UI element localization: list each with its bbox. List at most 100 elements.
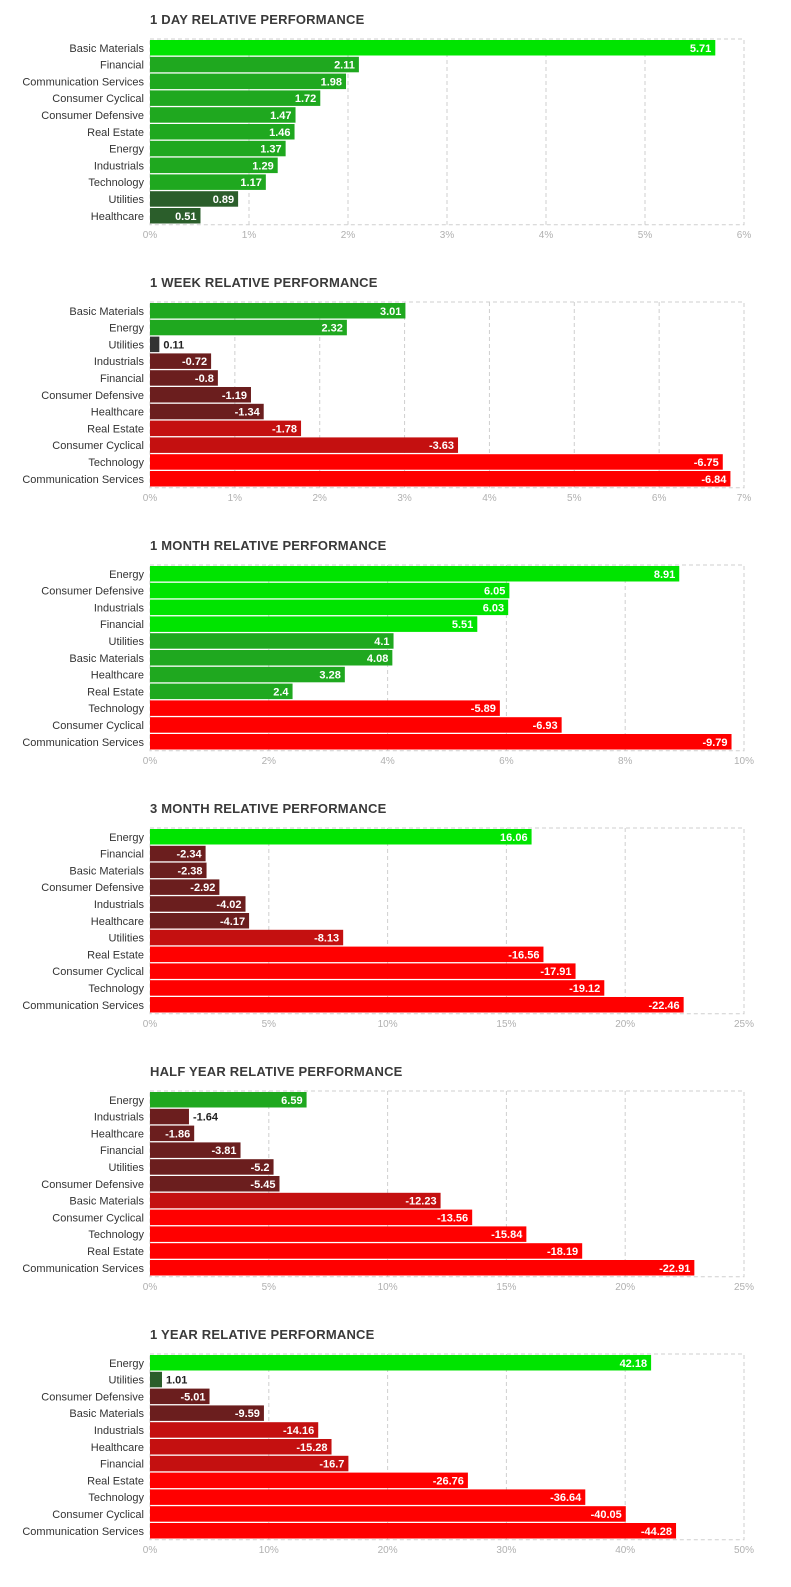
- category-label-energy: Energy: [109, 144, 144, 156]
- category-label-communication-services: Communication Services: [22, 76, 144, 88]
- bar-financial: [150, 370, 218, 386]
- bar-consumer-cyclical: [150, 1506, 626, 1522]
- chart-panel-half-year: HALF YEAR RELATIVE PERFORMANCE 0% 5% 10% 15…: [0, 1052, 791, 1302]
- bar-industrials: [150, 353, 212, 369]
- value-label-real-estate: -16.56: [508, 949, 539, 961]
- category-label-consumer-cyclical: Consumer Cyclical: [52, 966, 144, 978]
- value-label-financial: 5.51: [452, 619, 473, 631]
- bar-consumer-defensive: [150, 387, 251, 403]
- category-label-consumer-defensive: Consumer Defensive: [41, 1179, 144, 1191]
- category-label-financial: Financial: [100, 1459, 144, 1471]
- value-label-consumer-defensive: 6.05: [484, 586, 505, 598]
- bar-communication-services: [150, 1260, 695, 1276]
- value-label-consumer-defensive: -1.19: [222, 390, 247, 402]
- bar-real-estate: [150, 946, 544, 963]
- value-label-consumer-defensive: 1.47: [270, 110, 291, 122]
- category-label-industrials: Industrials: [94, 1112, 145, 1124]
- category-label-technology: Technology: [88, 1229, 144, 1241]
- bar-technology: [150, 1226, 527, 1242]
- chart-panel-1-year: 1 YEAR RELATIVE PERFORMANCE 0% 10% 20% 30% 4…: [0, 1315, 791, 1565]
- value-label-utilities: 4.1: [374, 636, 389, 648]
- x-tick-label: 20%: [615, 1282, 635, 1293]
- category-label-utilities: Utilities: [109, 933, 145, 945]
- x-tick-label: 10%: [734, 756, 754, 767]
- category-label-financial: Financial: [100, 619, 144, 631]
- bar-industrials: [150, 157, 278, 174]
- bar-technology: [150, 980, 605, 996]
- category-label-utilities: Utilities: [109, 194, 145, 206]
- chart-title: 3 MONTH RELATIVE PERFORMANCE: [150, 801, 387, 816]
- category-label-consumer-cyclical: Consumer Cyclical: [52, 1212, 144, 1224]
- value-label-consumer-cyclical: 1.72: [295, 93, 316, 105]
- value-label-healthcare: 3.28: [319, 670, 340, 682]
- category-label-financial: Financial: [100, 849, 144, 861]
- category-label-consumer-defensive: Consumer Defensive: [41, 586, 144, 598]
- value-label-technology: -6.75: [694, 457, 719, 469]
- bar-real-estate: [150, 683, 293, 700]
- x-tick-label: 3%: [397, 493, 412, 504]
- value-label-consumer-defensive: -5.45: [250, 1179, 275, 1191]
- bar-financial: [150, 1455, 349, 1472]
- x-tick-label: 2%: [262, 756, 277, 767]
- x-tick-label: 30%: [496, 1545, 516, 1556]
- bar-utilities: [150, 929, 344, 946]
- value-label-utilities: 0.89: [213, 194, 234, 206]
- bar-real-estate: [150, 124, 295, 140]
- category-label-technology: Technology: [88, 703, 144, 715]
- category-label-consumer-cyclical: Consumer Cyclical: [52, 93, 144, 105]
- category-label-basic-materials: Basic Materials: [69, 1196, 144, 1208]
- category-label-consumer-cyclical: Consumer Cyclical: [52, 720, 144, 732]
- bar-energy: [150, 1355, 652, 1371]
- value-label-basic-materials: 4.08: [367, 653, 388, 665]
- bar-utilities: [150, 633, 394, 649]
- x-tick-label: 10%: [378, 1282, 398, 1293]
- x-tick-label: 0%: [143, 230, 158, 241]
- x-tick-label: 10%: [259, 1545, 279, 1556]
- x-tick-label: 0%: [143, 1545, 158, 1556]
- x-tick-label: 0%: [143, 493, 158, 504]
- value-label-industrials: 1.29: [252, 160, 273, 172]
- chart-1-day: 0% 1% 2% 3% 4% 5% 6% Basic Materials 5.71 Financi…: [22, 38, 751, 241]
- category-label-communication-services: Communication Services: [22, 1263, 144, 1275]
- bar-industrials: [150, 599, 509, 616]
- value-label-consumer-defensive: -2.92: [190, 882, 215, 894]
- category-label-basic-materials: Basic Materials: [69, 43, 144, 55]
- value-label-healthcare: -1.34: [235, 407, 261, 419]
- value-label-basic-materials: -9.59: [235, 1408, 260, 1420]
- category-label-utilities: Utilities: [109, 1375, 145, 1387]
- chart-1-week: 0% 1% 2% 3% 4% 5% 6% 7% Basic Materials 3.01 Energ…: [22, 301, 751, 504]
- bar-energy: [150, 829, 532, 845]
- bar-technology: [150, 174, 266, 190]
- value-label-industrials: -0.72: [182, 356, 207, 368]
- bar-industrials: [150, 896, 246, 912]
- category-label-consumer-cyclical: Consumer Cyclical: [52, 440, 144, 452]
- value-label-real-estate: -18.19: [547, 1246, 578, 1258]
- value-label-real-estate: 2.4: [273, 686, 289, 698]
- category-label-energy: Energy: [109, 323, 144, 335]
- value-label-utilities: 0.11: [163, 339, 184, 351]
- bar-consumer-defensive: [150, 107, 296, 123]
- bar-healthcare: [150, 666, 345, 683]
- category-label-real-estate: Real Estate: [87, 949, 144, 961]
- bar-technology: [150, 454, 723, 470]
- x-tick-label: 2%: [312, 493, 327, 504]
- chart-panel-1-month: 1 MONTH RELATIVE PERFORMANCE 0% 2% 4% 6% 8% 1…: [0, 526, 791, 776]
- bar-technology: [150, 700, 500, 716]
- category-label-healthcare: Healthcare: [91, 916, 144, 928]
- category-label-healthcare: Healthcare: [91, 670, 144, 682]
- chart-title: 1 DAY RELATIVE PERFORMANCE: [150, 12, 365, 27]
- bar-communication-services: [150, 73, 347, 90]
- bar-real-estate: [150, 1472, 468, 1489]
- chart-title: 1 WEEK RELATIVE PERFORMANCE: [150, 275, 378, 290]
- x-tick-label: 4%: [380, 756, 395, 767]
- x-tick-label: 20%: [378, 1545, 398, 1556]
- category-label-industrials: Industrials: [94, 1425, 145, 1437]
- value-label-energy: 2.32: [321, 323, 342, 335]
- bar-industrials: [150, 1108, 189, 1125]
- x-tick-label: 5%: [262, 1282, 277, 1293]
- category-label-healthcare: Healthcare: [91, 1442, 144, 1454]
- category-label-real-estate: Real Estate: [87, 686, 144, 698]
- value-label-utilities: -8.13: [314, 933, 339, 945]
- value-label-industrials: -14.16: [283, 1425, 314, 1437]
- x-tick-label: 4%: [539, 230, 554, 241]
